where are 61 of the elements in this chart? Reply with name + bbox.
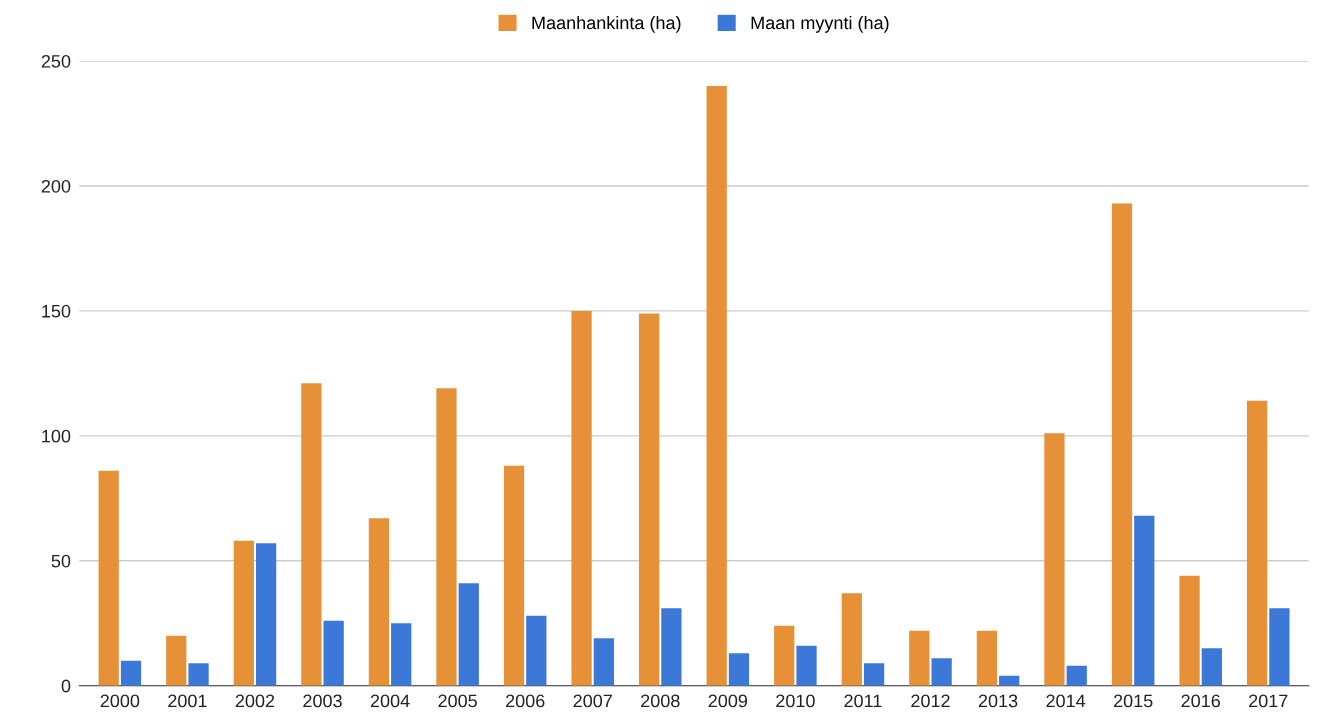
bar <box>1179 575 1200 686</box>
bar <box>796 645 817 686</box>
x-tick-label: 2011 <box>844 694 882 708</box>
bar <box>593 638 614 686</box>
bar <box>526 615 547 686</box>
bar <box>1044 433 1065 686</box>
x-tick-label: 2000 <box>100 694 140 708</box>
x-tick-label: 2002 <box>235 694 275 708</box>
bar <box>1246 400 1268 686</box>
bar <box>188 663 209 686</box>
bar <box>706 86 727 686</box>
bar <box>1201 648 1222 686</box>
x-tick-label: 2005 <box>438 694 477 708</box>
bar <box>976 630 998 686</box>
y-tick-label: 50 <box>51 554 71 568</box>
bar <box>931 658 952 686</box>
x-tick-label: 2006 <box>506 694 545 708</box>
bar <box>255 543 277 686</box>
bar <box>301 383 322 686</box>
bar <box>391 623 412 686</box>
x-tick-label: 2007 <box>573 694 612 708</box>
x-tick-label: 2014 <box>1046 694 1086 708</box>
y-tick-label: 100 <box>42 429 71 443</box>
bar <box>98 470 119 686</box>
x-tick-label: 2008 <box>641 694 680 708</box>
x-tick-label: 2010 <box>776 694 815 708</box>
x-tick-label: 2004 <box>370 694 410 708</box>
bar <box>503 465 525 686</box>
x-tick-label: 2017 <box>1249 694 1288 708</box>
bar <box>863 663 885 686</box>
bar <box>1269 608 1290 686</box>
bar <box>1134 515 1155 686</box>
x-tick-label: 2001 <box>168 694 207 708</box>
x-tick-label: 2013 <box>978 694 1018 708</box>
bar <box>1111 203 1133 686</box>
bar <box>458 583 479 686</box>
bar <box>728 653 750 686</box>
bar <box>774 625 795 686</box>
bar <box>368 518 390 686</box>
bar <box>1066 665 1087 686</box>
x-tick-label: 2003 <box>303 694 342 708</box>
y-tick-label: 250 <box>41 54 71 68</box>
bar <box>233 540 254 686</box>
legend-label: Maan myynti (ha) <box>751 15 889 33</box>
bar <box>323 620 344 686</box>
bar <box>120 660 142 686</box>
x-tick-label: 2016 <box>1181 694 1220 708</box>
x-tick-label: 2009 <box>708 694 748 708</box>
legend-label: Maanhankinta (ha) <box>532 15 681 33</box>
bar <box>909 630 930 686</box>
bar <box>436 388 457 686</box>
bar <box>166 635 187 686</box>
bar <box>638 313 660 686</box>
bar <box>571 310 592 686</box>
y-tick-label: 150 <box>42 304 71 318</box>
bar <box>661 608 682 686</box>
x-tick-label: 2012 <box>911 694 950 708</box>
y-tick-label: 200 <box>41 179 71 193</box>
x-tick-label: 2015 <box>1113 694 1153 708</box>
bar <box>841 593 862 686</box>
y-tick-label: 0 <box>61 679 71 693</box>
